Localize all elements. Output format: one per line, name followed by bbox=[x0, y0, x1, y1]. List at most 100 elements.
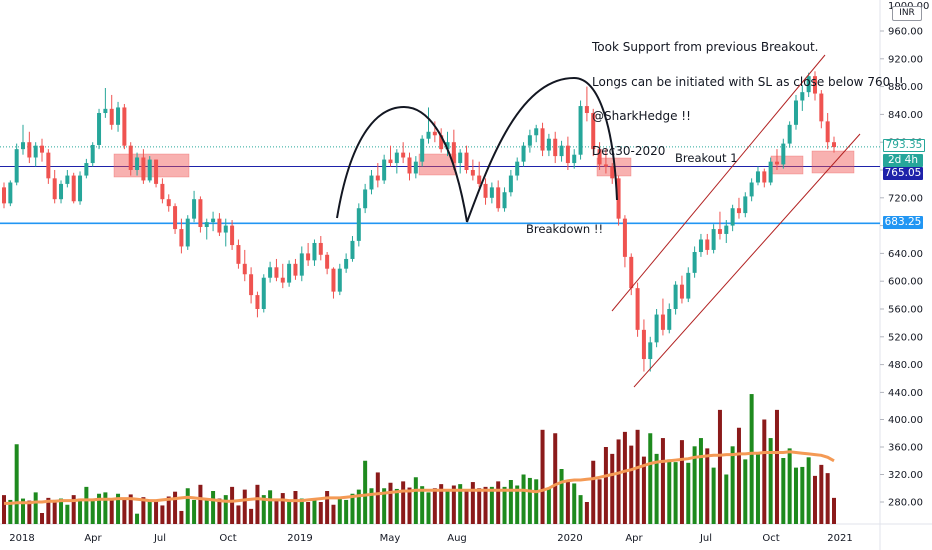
candle-body bbox=[401, 152, 406, 158]
volume-bar bbox=[743, 459, 748, 524]
candle-body bbox=[426, 131, 431, 139]
y-tick-label: 720.00 bbox=[888, 193, 923, 204]
volume-bar bbox=[724, 474, 729, 524]
volume-bar bbox=[356, 489, 361, 524]
breakout-price-tag: 765.05 bbox=[883, 167, 923, 180]
volume-bar bbox=[648, 433, 653, 524]
volume-bar bbox=[299, 498, 304, 524]
volume-bar bbox=[629, 445, 634, 524]
candle-body bbox=[787, 124, 792, 144]
volume-bar bbox=[445, 490, 450, 524]
candle-body bbox=[337, 268, 342, 292]
volume-bar bbox=[204, 499, 209, 524]
candle-body bbox=[793, 100, 798, 125]
volume-bar bbox=[261, 495, 266, 524]
volume-bar bbox=[686, 462, 691, 524]
candle-body bbox=[819, 93, 824, 122]
candle-body bbox=[280, 277, 285, 283]
volume-bar bbox=[673, 462, 678, 524]
volume-bar bbox=[515, 485, 520, 524]
candle-body bbox=[369, 175, 374, 190]
candle-body bbox=[261, 277, 266, 309]
candle-body bbox=[483, 183, 488, 198]
volume-bar bbox=[806, 457, 811, 524]
volume-bar bbox=[2, 495, 6, 524]
volume-bar bbox=[52, 499, 57, 524]
volume-bar bbox=[135, 513, 140, 524]
candle-body bbox=[616, 178, 621, 219]
candle-body bbox=[413, 161, 418, 174]
volume-bar bbox=[800, 466, 805, 524]
volume-bar bbox=[255, 484, 260, 524]
candle-body bbox=[686, 272, 691, 299]
volume-bar bbox=[736, 427, 741, 524]
candle-body bbox=[635, 288, 640, 330]
volume-bar bbox=[198, 484, 203, 524]
annotation-line-1: Took Support from previous Breakout. bbox=[592, 40, 819, 54]
candle-body bbox=[185, 218, 190, 247]
volume-bar bbox=[483, 486, 488, 524]
volume-bar bbox=[667, 459, 672, 524]
candle-body bbox=[122, 107, 127, 146]
candle-body bbox=[179, 229, 184, 247]
candle-body bbox=[84, 163, 89, 176]
volume-bar bbox=[369, 488, 374, 524]
candle-body bbox=[692, 252, 697, 273]
volume-tick-label: 360.00 bbox=[888, 443, 923, 454]
candle-body bbox=[204, 222, 209, 227]
candle-body bbox=[489, 187, 494, 198]
candle-body bbox=[27, 142, 32, 158]
y-tick-label: 480.00 bbox=[888, 360, 923, 371]
candle-body bbox=[660, 314, 665, 330]
candle-body bbox=[540, 128, 545, 151]
candle-body bbox=[147, 159, 152, 181]
volume-bar bbox=[508, 480, 513, 524]
candle-body bbox=[464, 152, 469, 170]
volume-bar bbox=[755, 453, 760, 524]
candle-body bbox=[717, 229, 722, 234]
volume-bar bbox=[546, 488, 551, 524]
volume-bar bbox=[584, 502, 589, 524]
candle-body bbox=[521, 145, 526, 162]
volume-bar bbox=[458, 484, 463, 524]
candle-body bbox=[565, 145, 570, 164]
candle-body bbox=[52, 178, 57, 200]
candle-body bbox=[59, 183, 64, 200]
volume-bar bbox=[14, 444, 19, 524]
volume-bar bbox=[812, 475, 817, 524]
last-price-tag: 793.35 bbox=[883, 139, 925, 152]
volume-bar bbox=[173, 491, 178, 524]
currency-badge[interactable]: INR bbox=[892, 6, 922, 21]
volume-bar bbox=[97, 493, 102, 524]
candle-body bbox=[724, 225, 729, 234]
volume-bar bbox=[33, 492, 38, 524]
candle-body bbox=[166, 199, 171, 207]
candle-body bbox=[711, 229, 716, 250]
candle-body bbox=[242, 263, 247, 275]
candle-body bbox=[65, 175, 70, 184]
candle-body bbox=[160, 183, 165, 200]
volume-bar bbox=[774, 409, 779, 524]
candle-body bbox=[470, 170, 475, 176]
candle-body bbox=[407, 157, 412, 174]
volume-bar bbox=[578, 495, 583, 524]
volume-bar bbox=[705, 448, 710, 524]
double-top-arc-1 bbox=[336, 105, 468, 223]
candle-body bbox=[546, 138, 551, 151]
volume-bar bbox=[128, 494, 133, 524]
candle-body bbox=[578, 106, 583, 155]
volume-bar bbox=[477, 488, 482, 524]
volume-bar bbox=[27, 500, 32, 524]
candle-body bbox=[781, 143, 786, 165]
volume-bar bbox=[116, 493, 121, 524]
candle-body bbox=[135, 157, 140, 170]
support-zone-box bbox=[418, 153, 457, 176]
candle-body bbox=[344, 258, 349, 269]
candle-body bbox=[603, 164, 608, 167]
candle-body bbox=[154, 159, 159, 184]
candle-body bbox=[654, 314, 659, 343]
candle-body bbox=[641, 329, 646, 360]
volume-bar bbox=[287, 502, 292, 524]
candle-body bbox=[33, 145, 38, 158]
